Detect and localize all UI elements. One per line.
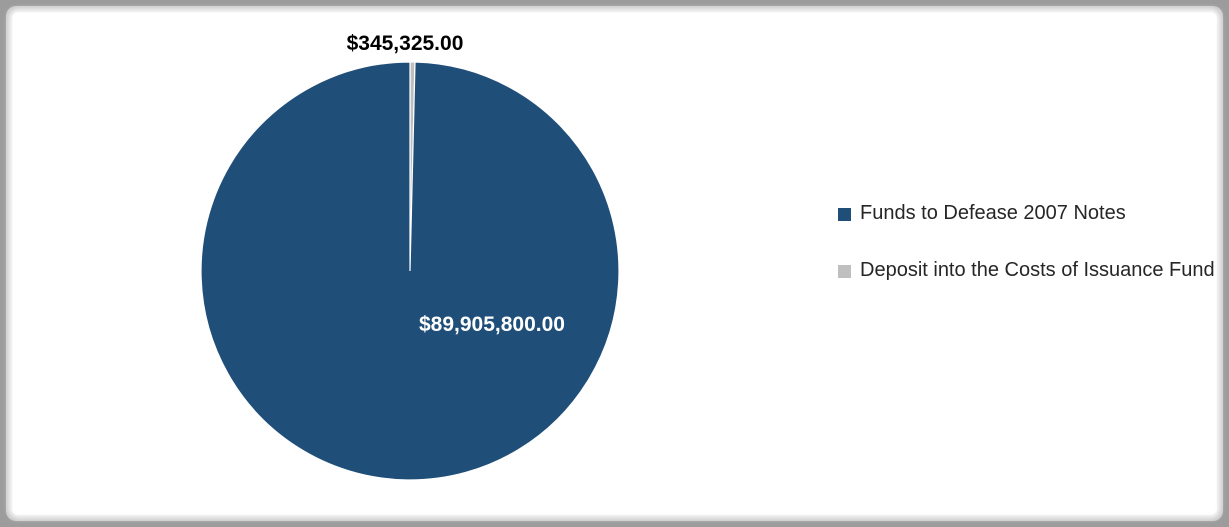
pie-slices — [200, 61, 620, 481]
legend-swatch-costs-of-issuance — [838, 265, 851, 278]
legend-item-costs-of-issuance: Deposit into the Costs of Issuance Fund — [838, 257, 1218, 284]
legend-label-costs-of-issuance: Deposit into the Costs of Issuance Fund — [860, 259, 1215, 281]
slice-value-label-costs-of-issuance: $345,325.00 — [347, 32, 464, 55]
legend-item-funds-to-defease: Funds to Defease 2007 Notes — [838, 200, 1218, 227]
legend-label-funds-to-defease: Funds to Defease 2007 Notes — [860, 202, 1126, 224]
chart-legend: Funds to Defease 2007 Notes Deposit into… — [838, 200, 1218, 284]
pie-slice-funds-to-defease — [200, 61, 620, 481]
slice-value-label-funds-to-defease: $89,905,800.00 — [419, 313, 565, 336]
legend-swatch-funds-to-defease — [838, 208, 851, 221]
